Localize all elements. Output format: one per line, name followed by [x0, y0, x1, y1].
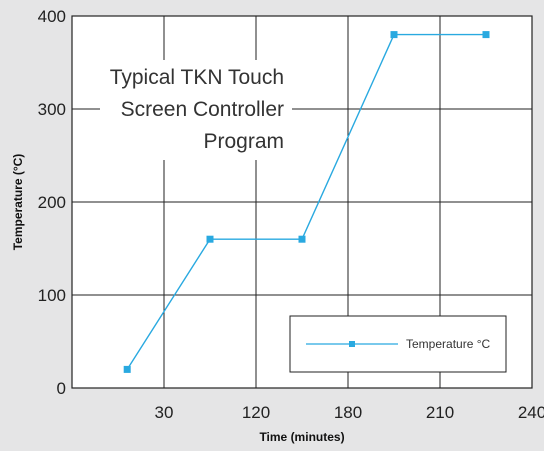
data-point-marker: [298, 235, 306, 243]
data-point-marker: [123, 365, 131, 373]
legend-label: Temperature °C: [406, 337, 490, 351]
x-tick-label: 120: [242, 403, 270, 422]
y-tick-label: 100: [38, 286, 66, 305]
y-axis-title: Temperature (°C): [11, 154, 25, 251]
y-tick-label: 0: [57, 379, 66, 398]
y-tick-label: 400: [38, 7, 66, 26]
legend-marker: [349, 341, 355, 347]
data-point-marker: [482, 31, 490, 39]
y-tick-label: 200: [38, 193, 66, 212]
chart-title-line-1: Typical TKN Touch: [110, 66, 284, 89]
y-tick-labels: 0 100 200 300 400: [38, 7, 66, 398]
chart-title-line-2: Screen Controller: [121, 98, 284, 121]
data-point-marker: [390, 31, 398, 39]
x-tick-label: 30: [155, 403, 174, 422]
x-tick-label: 240: [518, 403, 544, 422]
chart-title-line-3: Program: [203, 130, 284, 153]
x-axis-title: Time (minutes): [259, 430, 344, 444]
x-tick-label: 180: [334, 403, 362, 422]
x-tick-labels: 30 120 180 210 240: [155, 403, 544, 422]
title-background: [100, 60, 292, 160]
legend: Temperature °C: [289, 315, 507, 373]
y-tick-label: 300: [38, 100, 66, 119]
data-point-marker: [206, 235, 214, 243]
series-layer: [123, 31, 490, 373]
x-tick-label: 210: [426, 403, 454, 422]
